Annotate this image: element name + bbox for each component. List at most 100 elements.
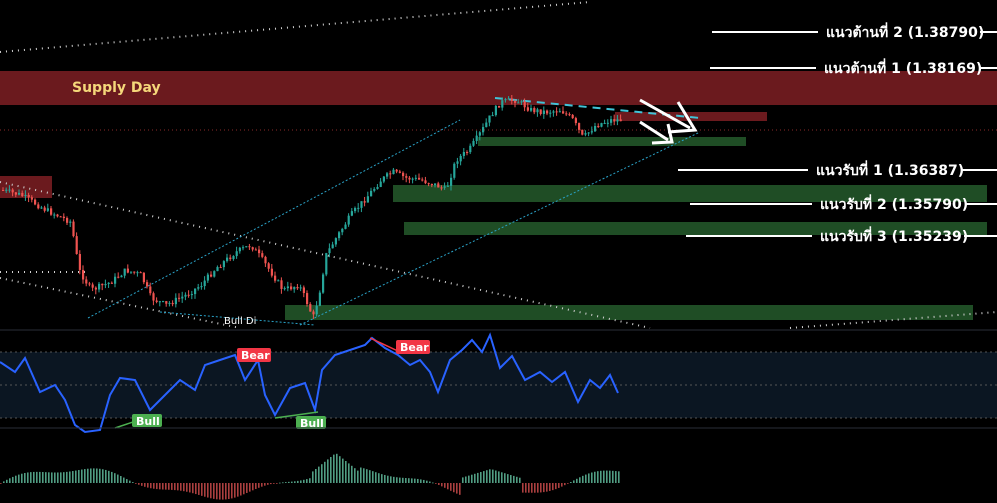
histogram-bar <box>42 472 44 483</box>
candle-body <box>488 115 491 123</box>
candle-body <box>56 214 59 217</box>
candle-body <box>146 282 149 287</box>
histogram-bar <box>447 483 449 490</box>
histogram-bar <box>387 475 389 483</box>
bull-tag-2 <box>296 416 326 429</box>
histogram-bar <box>288 481 290 483</box>
candle-body <box>402 172 405 177</box>
candle-body <box>504 99 507 101</box>
supply-zone-label: Supply Day <box>72 80 161 96</box>
candle-body <box>168 302 171 304</box>
histogram-bar <box>90 468 92 483</box>
histogram-bar <box>231 483 233 499</box>
candle-body <box>430 183 433 186</box>
histogram-bar <box>228 483 230 500</box>
histogram-bar <box>537 483 539 493</box>
histogram-bar <box>582 475 584 483</box>
histogram-bar <box>498 471 500 483</box>
histogram-bar <box>246 483 248 493</box>
level-label-2: แนวต้านที่ 1 (1.38169) <box>824 58 982 77</box>
histogram-bar <box>237 483 239 497</box>
histogram-bar <box>558 483 560 488</box>
histogram-bar <box>171 483 173 490</box>
histogram-bar <box>369 470 371 483</box>
candle-body <box>274 275 277 281</box>
histogram-bar <box>411 478 413 483</box>
histogram-bar <box>453 483 455 493</box>
histogram-bar <box>33 471 35 483</box>
candle-body <box>174 297 177 305</box>
candle-body <box>24 194 27 197</box>
candle-body <box>546 110 549 114</box>
histogram-bar <box>471 474 473 483</box>
histogram-bar <box>108 470 110 483</box>
candle-body <box>258 249 261 254</box>
candle-body <box>389 173 392 175</box>
candle-body <box>379 181 382 188</box>
candle-body <box>37 204 40 209</box>
histogram-bar <box>210 483 212 499</box>
candle-body <box>584 133 587 135</box>
histogram-bar <box>102 469 104 483</box>
candle-body <box>18 192 21 195</box>
histogram-bar <box>384 474 386 483</box>
histogram-bar <box>600 470 602 483</box>
candle-body <box>232 256 235 260</box>
candle-body <box>520 101 523 103</box>
macd-histogram <box>0 453 620 500</box>
histogram-bar <box>234 483 236 498</box>
level-label-1: แนวต้านที่ 2 (1.38790) <box>826 22 984 41</box>
histogram-bar <box>435 483 437 484</box>
candle-body <box>34 199 37 205</box>
histogram-bar <box>276 483 278 484</box>
candle-body <box>325 253 328 275</box>
bull-div-label: Bull Di <box>224 316 256 327</box>
histogram-bar <box>486 470 488 483</box>
candle-body <box>331 244 334 249</box>
histogram-bar <box>618 471 620 483</box>
arrow-down-icon-2 <box>639 120 674 145</box>
histogram-bar <box>570 482 572 483</box>
candle-body <box>75 236 78 255</box>
channel-upper <box>87 119 461 319</box>
histogram-bar <box>24 472 26 483</box>
candle-body <box>2 190 5 191</box>
candle-body <box>11 189 14 193</box>
candle-body <box>405 176 408 178</box>
candle-body <box>373 188 376 191</box>
candle-body <box>360 201 363 208</box>
candle-body <box>440 187 443 189</box>
candle-body <box>270 268 273 276</box>
candle-body <box>574 118 577 124</box>
histogram-bar <box>405 478 407 483</box>
histogram-bar <box>579 477 581 483</box>
candle-body <box>94 287 97 290</box>
histogram-bar <box>339 456 341 483</box>
histogram-bar <box>51 472 53 483</box>
histogram-bar <box>240 483 242 496</box>
candle-body <box>200 286 203 288</box>
histogram-bar <box>459 483 461 495</box>
histogram-bar <box>3 481 5 483</box>
candle-body <box>91 284 94 288</box>
demand-zone-4 <box>285 305 973 320</box>
candle-body <box>603 122 606 124</box>
candle-body <box>235 251 238 257</box>
histogram-bar <box>303 479 305 483</box>
candle-body <box>610 119 613 123</box>
histogram-bar <box>606 470 608 483</box>
histogram-bar <box>465 476 467 483</box>
bull-tag-2-text: Bull <box>300 417 324 430</box>
histogram-bar <box>597 471 599 483</box>
candle-body <box>114 276 117 284</box>
candle-body <box>197 287 200 289</box>
candle-body <box>238 247 241 252</box>
candle-body <box>517 102 520 104</box>
histogram-bar <box>144 483 146 487</box>
candle-body <box>322 274 325 293</box>
histogram-bar <box>63 472 65 483</box>
histogram-bar <box>114 473 116 483</box>
candle-body <box>248 246 251 248</box>
candle-body <box>469 145 472 153</box>
histogram-bar <box>189 483 191 493</box>
